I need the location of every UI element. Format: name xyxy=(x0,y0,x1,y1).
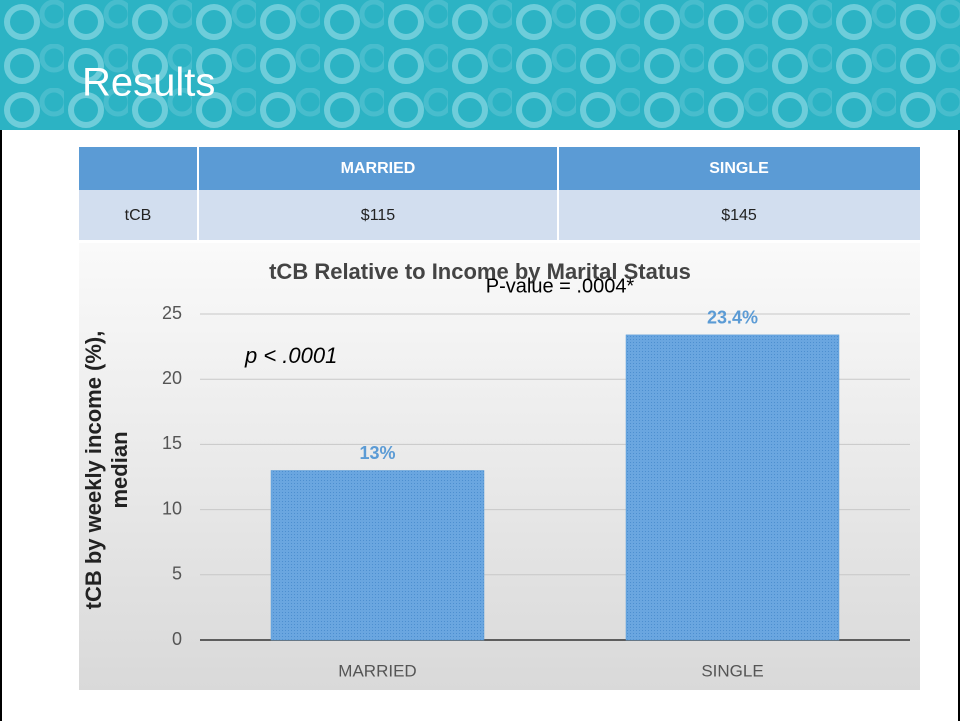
table-header-row xyxy=(79,147,920,190)
y-tick-label: 5 xyxy=(172,564,182,584)
table-cell: $145 xyxy=(721,207,757,224)
plot: 0 5 10 15 20 25 MARRIED 13% SINGLE 23.4% xyxy=(162,303,910,680)
annotation: p < .0001 xyxy=(244,343,337,368)
y-tick-label: 20 xyxy=(162,368,182,388)
data-label: 13% xyxy=(359,443,395,463)
bar xyxy=(625,334,840,641)
slide-title: Results xyxy=(82,61,215,105)
x-tick-label: SINGLE xyxy=(701,661,763,680)
y-tick-label: 15 xyxy=(162,433,182,453)
header-pattern xyxy=(0,0,960,130)
y-tick-label: 0 xyxy=(172,629,182,649)
table-cell: tCB xyxy=(125,207,152,224)
table-header-cell: SINGLE xyxy=(709,160,769,177)
table-header-cell: MARRIED xyxy=(341,160,416,177)
table-cell: $115 xyxy=(361,207,396,224)
x-tick-label: MARRIED xyxy=(338,661,416,680)
y-tick-label: 25 xyxy=(162,303,182,323)
annotation: P-value = .0004* xyxy=(486,275,635,297)
chart-title: tCB Relative to Income by Marital Status xyxy=(269,259,691,284)
data-label: 23.4% xyxy=(707,308,758,328)
y-tick-label: 10 xyxy=(162,498,182,518)
y-axis-label: tCB by weekly income (%), median xyxy=(81,330,132,610)
bar xyxy=(270,470,485,641)
table-row xyxy=(79,190,920,240)
